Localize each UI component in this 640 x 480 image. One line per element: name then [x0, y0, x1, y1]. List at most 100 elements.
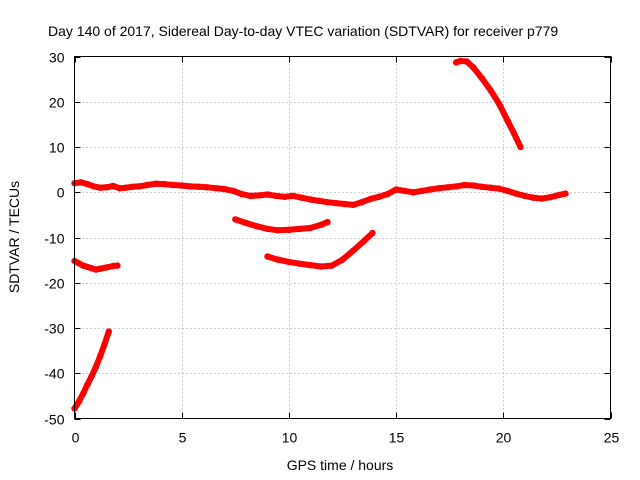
data-point — [521, 192, 528, 200]
grid-lines — [74, 56, 611, 419]
x-tick-label: 25 — [604, 430, 620, 446]
data-point — [103, 264, 110, 271]
data-point — [195, 183, 203, 190]
data-point — [285, 258, 293, 266]
series-arc-2 — [71, 257, 121, 273]
data-point — [144, 181, 151, 189]
data-point — [232, 216, 239, 223]
data-point — [298, 194, 305, 201]
series-arc-5 — [264, 229, 376, 270]
y-tick-label: 10 — [49, 140, 65, 156]
data-point — [135, 183, 142, 190]
data-point — [290, 192, 297, 200]
data-point — [161, 180, 168, 188]
y-axis-title: SDTVAR / TECUs — [6, 181, 22, 293]
data-point — [221, 185, 228, 193]
data-point — [538, 195, 546, 202]
data-point — [97, 265, 104, 272]
data-point — [360, 237, 368, 245]
series-arc-1 — [71, 179, 569, 209]
data-point — [90, 183, 98, 190]
data-point — [264, 225, 271, 233]
data-point — [392, 186, 400, 193]
data-point — [452, 183, 460, 190]
data-point — [315, 197, 323, 204]
data-point — [513, 190, 520, 197]
data-point — [410, 189, 417, 196]
data-point — [169, 181, 177, 189]
data-point — [487, 184, 494, 191]
series-line — [232, 216, 331, 234]
data-point — [296, 225, 303, 233]
data-point — [457, 57, 464, 65]
data-point — [97, 352, 104, 360]
tick-labels: 0 5 10 15 20 25 -50 -40 -30 -20 -10 0 10 20 30 — [44, 50, 619, 446]
data-point — [101, 341, 108, 348]
y-tick-label: -30 — [44, 321, 64, 337]
data-point — [324, 218, 331, 226]
data-point — [478, 75, 486, 82]
y-tick-label: -10 — [44, 231, 64, 247]
data-point — [84, 381, 91, 388]
series-arc-3 — [71, 328, 113, 412]
data-point — [92, 363, 100, 371]
axis-ticks — [74, 56, 612, 420]
data-point — [116, 185, 123, 192]
data-point — [285, 226, 293, 233]
data-point — [238, 190, 245, 198]
data-point — [350, 247, 357, 254]
y-tick-label: 30 — [49, 50, 65, 66]
data-point — [296, 260, 303, 267]
data-point — [187, 183, 194, 190]
y-tick-label: -40 — [44, 366, 64, 382]
data-point — [77, 179, 85, 186]
data-point — [230, 187, 237, 195]
data-point — [495, 185, 503, 192]
data-point — [332, 199, 340, 207]
data-point — [418, 187, 425, 195]
data-point — [152, 180, 160, 187]
data-point — [375, 193, 383, 200]
data-point — [307, 261, 314, 269]
y-tick-label: -20 — [44, 276, 64, 292]
data-point — [253, 223, 260, 230]
data-point — [547, 194, 554, 201]
data-point — [242, 219, 250, 227]
data-point — [350, 201, 357, 209]
x-axis-title: GPS time / hours — [287, 457, 394, 473]
data-point — [328, 262, 335, 269]
data-point — [324, 199, 331, 206]
series-arc-6 — [452, 57, 524, 151]
chart-title: Day 140 of 2017, Sidereal Day-to-day VTE… — [48, 23, 558, 39]
data-point — [178, 182, 185, 189]
data-point — [461, 181, 468, 189]
data-point — [517, 143, 524, 151]
data-point — [463, 58, 471, 65]
data-point — [281, 193, 288, 200]
x-tick-label: 0 — [72, 430, 80, 446]
data-point — [275, 227, 282, 234]
data-point — [504, 117, 511, 125]
plot-frame — [74, 56, 611, 419]
data-point — [495, 100, 503, 107]
data-point — [122, 184, 130, 191]
data-point — [84, 180, 91, 188]
data-point — [510, 130, 518, 137]
data-point — [341, 200, 348, 208]
data-point — [555, 191, 563, 199]
data-point — [401, 187, 408, 195]
data-point — [530, 194, 537, 201]
x-tick-label: 5 — [179, 430, 187, 446]
data-point — [358, 199, 365, 206]
y-tick-label: 20 — [49, 95, 65, 111]
data-point — [367, 195, 374, 203]
data-point — [97, 184, 104, 191]
data-point — [88, 372, 95, 380]
data-point — [487, 86, 494, 94]
x-tick-label: 10 — [282, 430, 298, 446]
series-arc-4 — [232, 216, 331, 234]
data-point — [317, 263, 325, 270]
data-point — [129, 183, 136, 190]
data-point — [562, 190, 569, 197]
